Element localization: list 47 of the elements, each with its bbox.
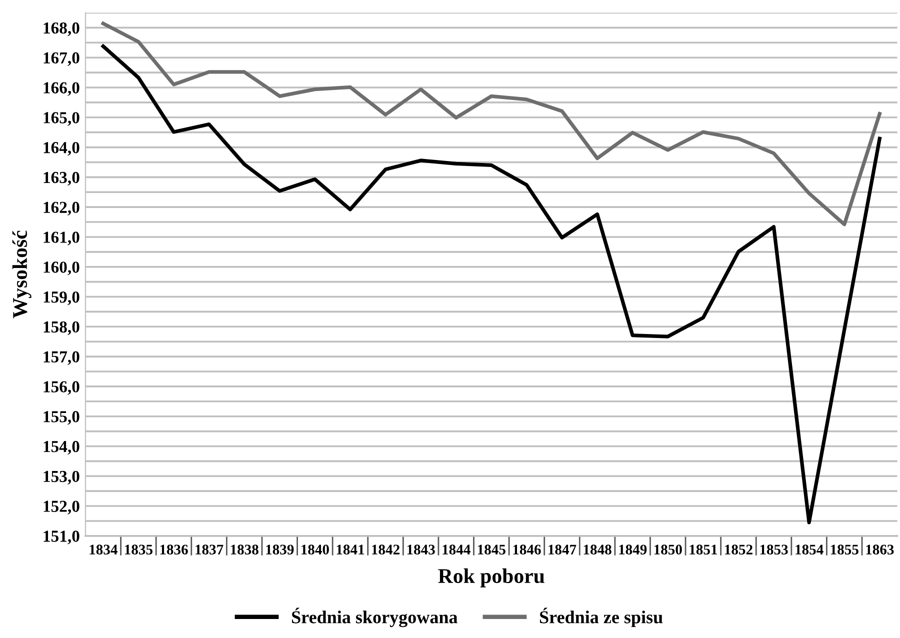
x-tick-label: 1851 [690,544,718,555]
x-axis-title: Rok poboru [438,568,544,588]
y-tick-label: 154,0 [44,440,80,455]
x-tick-label: 1835 [125,544,152,555]
y-tick-label: 157,0 [44,351,80,365]
y-tick-label: 158,0 [44,321,80,336]
y-tick-label: 151,0 [44,530,80,544]
line-series [101,22,882,226]
legend-label: Średnia skorygowana [292,608,458,628]
x-tick-label: 1850 [654,544,682,555]
x-tick-label: 1843 [407,544,435,555]
y-tick-label: 162,0 [44,202,80,216]
y-tick-label: 167,0 [44,52,80,66]
y-tick-label: 153,0 [44,470,80,484]
y-tick-label: 155,0 [44,411,80,425]
legend-label: Średnia ze spisu [540,608,663,628]
x-tick-label: 1863 [866,544,894,555]
y-tick-label: 152,0 [44,500,80,514]
x-tick-label: 1854 [796,544,824,555]
x-tick-label: 1845 [478,544,506,555]
x-tick-label: 1838 [230,544,258,555]
y-tick-label: 165,0 [44,112,80,126]
y-tick-label: 159,0 [44,291,80,306]
x-tick-label: 1848 [584,544,612,555]
x-tick-label: 1839 [266,544,294,555]
x-tick-label: 1855 [830,544,858,555]
y-tick-label: 164,0 [44,142,80,156]
x-tick-label: 1849 [619,544,647,555]
x-tick-label: 1852 [725,544,752,555]
x-tick-label: 1846 [513,544,541,555]
line-series [101,44,882,524]
x-tick-label: 1853 [760,544,788,555]
y-tick-label: 168,0 [44,22,80,36]
x-tick-label: 1840 [302,544,329,555]
x-tick-label: 1847 [548,544,576,555]
x-tick-label: 1834 [90,544,118,555]
y-tick-label: 166,0 [44,82,80,96]
y-tick-label: 163,0 [44,172,80,186]
y-tick-label: 161,0 [44,232,80,246]
y-tick-label: 160,0 [44,262,80,276]
x-tick-label: 1844 [442,544,470,555]
x-tick-label: 1841 [336,544,364,555]
x-tick-label: 1842 [372,544,400,555]
y-tick-label: 156,0 [44,381,80,395]
x-tick-label: 1837 [196,544,224,555]
y-axis-title: Wysokość [12,230,32,318]
x-tick-label: 1836 [160,544,188,555]
